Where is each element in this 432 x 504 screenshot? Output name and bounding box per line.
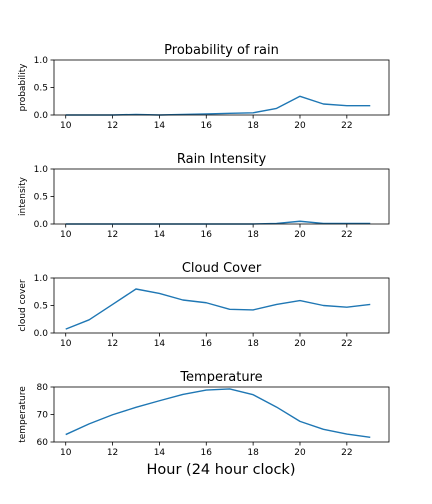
y-tick-label: 0.5: [34, 302, 48, 312]
y-tick-label: 0.5: [34, 84, 48, 94]
plot-frame: [53, 386, 390, 443]
y-tick-label: 1.0: [34, 274, 49, 284]
chart-panel-2: Rain Intensity intensity 0.0 0.5 1.0 10 12 14 16…: [18, 152, 390, 240]
y-tick-label: 0.5: [34, 193, 48, 203]
y-axis-label: probability: [18, 63, 28, 112]
x-tick-label: 14: [154, 448, 166, 458]
x-tick-label: 16: [201, 448, 213, 458]
x-tick-label: 18: [247, 230, 259, 240]
chart-title: Rain Intensity: [177, 152, 267, 167]
series-line: [65, 388, 371, 439]
y-tick-label: 1.0: [34, 165, 49, 175]
x-tick-label: 14: [154, 230, 166, 240]
x-tick-label: 12: [107, 448, 118, 458]
x-tick-label: 12: [107, 339, 118, 349]
x-tick-label: 10: [60, 230, 72, 240]
x-tick-label: 18: [247, 339, 259, 349]
x-tick-label: 22: [341, 230, 352, 240]
y-axis-label: intensity: [18, 176, 28, 216]
plot-frame: [53, 59, 390, 116]
x-tick-label: 18: [247, 121, 259, 131]
x-tick-label: 22: [341, 339, 352, 349]
x-tick-label: 10: [60, 121, 72, 131]
chart-panel-3: Cloud Cover cloud cover 0.0 0.5 1.0 10 12 14 16 1…: [18, 261, 390, 349]
x-tick-label: 20: [294, 230, 306, 240]
plot-frame: [53, 277, 390, 334]
x-tick-label: 14: [154, 121, 166, 131]
series-line: [65, 95, 371, 116]
chart-title: Temperature: [179, 370, 262, 385]
series-line: [65, 288, 371, 330]
y-tick-label: 0.0: [34, 111, 49, 121]
x-axis-label: Hour (24 hour clock): [147, 462, 296, 478]
x-tick-label: 12: [107, 121, 118, 131]
x-tick-label: 12: [107, 230, 118, 240]
chart-title: Cloud Cover: [182, 261, 262, 276]
chart-panel-4: Temperature temperature 60 70 80 10 12 14 16 18 20…: [18, 370, 390, 478]
x-tick-label: 22: [341, 121, 352, 131]
x-tick-label: 22: [341, 448, 352, 458]
x-tick-label: 20: [294, 448, 306, 458]
x-tick-label: 14: [154, 339, 166, 349]
x-tick-label: 10: [60, 448, 72, 458]
plot-frame: [53, 168, 390, 225]
x-tick-label: 10: [60, 339, 72, 349]
x-tick-label: 16: [201, 339, 213, 349]
chart-panel-1: Probability of rain probability 0.0 0.5 1.0 1…: [18, 43, 390, 131]
x-tick-label: 16: [201, 230, 213, 240]
y-axis-label: temperature: [18, 386, 28, 443]
y-tick-label: 1.0: [34, 56, 49, 66]
x-tick-label: 20: [294, 121, 306, 131]
x-tick-label: 18: [247, 448, 259, 458]
series-line: [65, 220, 371, 225]
chart-title: Probability of rain: [164, 43, 279, 58]
y-axis-label: cloud cover: [18, 279, 28, 332]
y-tick-label: 80: [37, 383, 49, 393]
x-tick-label: 16: [201, 121, 213, 131]
x-tick-label: 20: [294, 339, 306, 349]
y-tick-label: 60: [37, 438, 49, 448]
y-tick-label: 0.0: [34, 220, 49, 230]
y-tick-label: 0.0: [34, 329, 49, 339]
y-tick-label: 70: [37, 411, 49, 421]
